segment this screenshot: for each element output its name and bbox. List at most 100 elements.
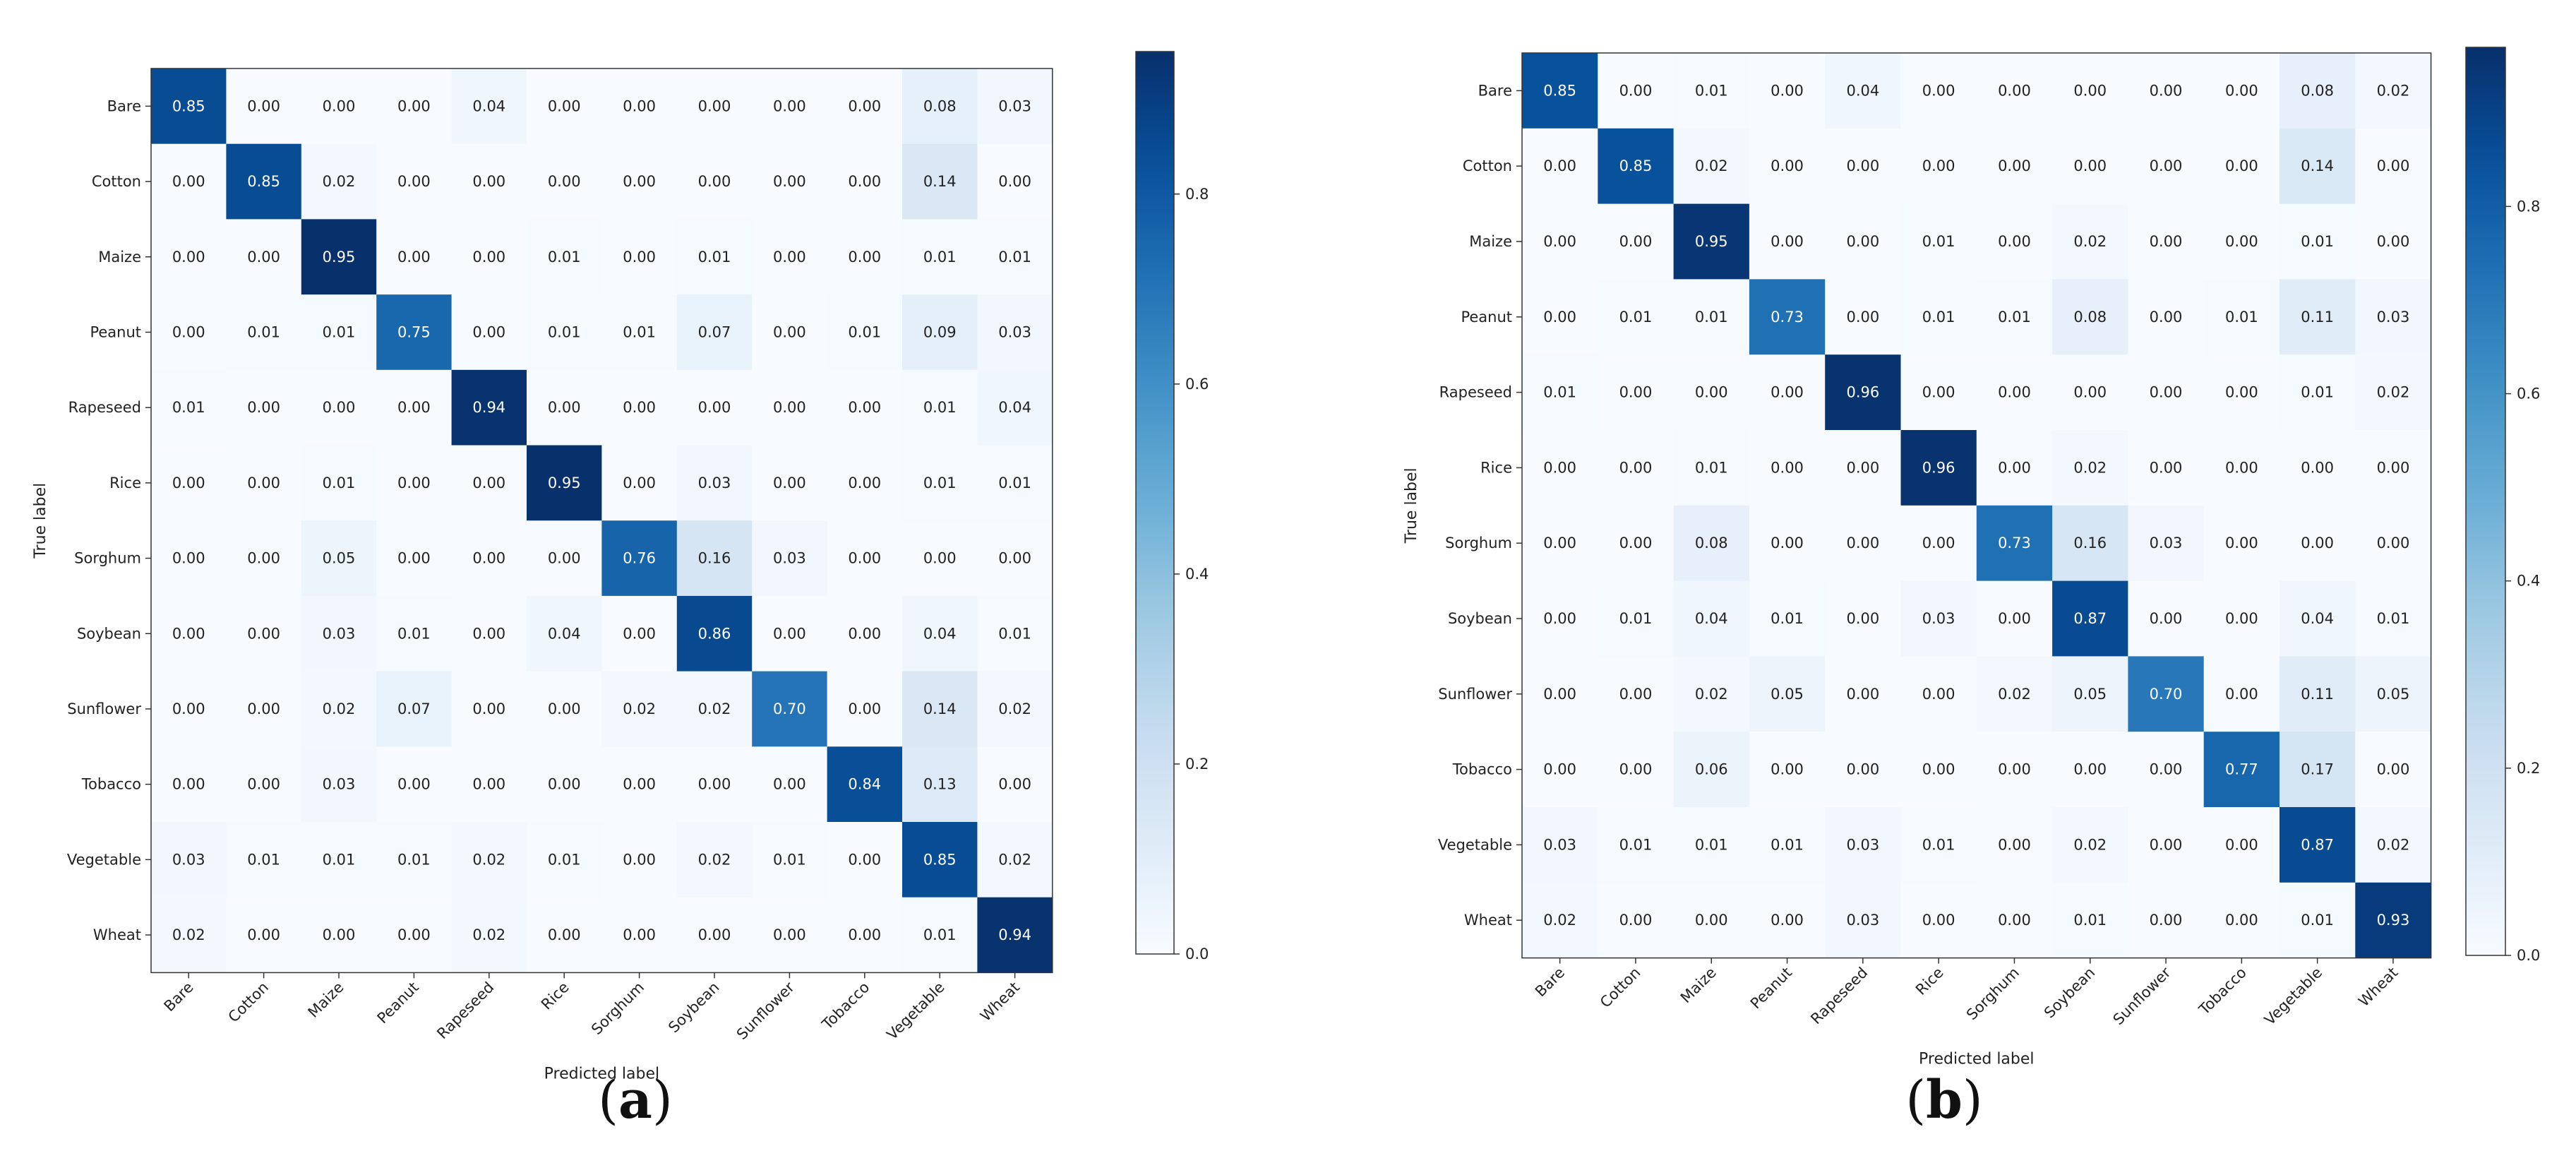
heatmap-cell (226, 143, 302, 220)
cell-value-label: 0.00 (2150, 384, 2183, 401)
cell-value-label: 0.00 (1846, 309, 1879, 326)
heatmap-cell (902, 369, 978, 446)
cell-value-label: 0.00 (623, 926, 656, 943)
heatmap-cell (1749, 279, 1826, 355)
heatmap-cell (2128, 53, 2205, 129)
heatmap-cell (376, 671, 453, 747)
heatmap-cell (301, 746, 377, 823)
cell-value-label: 0.00 (2377, 157, 2410, 174)
heatmap-cell (752, 822, 828, 898)
heatmap-cell (2203, 656, 2280, 732)
cell-value-label: 0.00 (623, 625, 656, 642)
cell-value-label: 0.00 (2073, 761, 2107, 778)
cell-value-label: 0.01 (2301, 233, 2334, 250)
cell-value-label: 0.03 (698, 475, 731, 491)
cell-value-label: 0.00 (773, 926, 806, 943)
cell-value-label: 0.00 (1922, 384, 1955, 401)
cell-value-label: 0.02 (1695, 157, 1728, 174)
cell-value-label: 0.02 (1998, 686, 2031, 703)
y-tick-label: Sunflower (1438, 686, 1512, 703)
heatmap-cell (1522, 53, 1598, 129)
cell-value-label: 0.00 (1771, 912, 1804, 929)
cell-value-label: 0.00 (1619, 912, 1653, 929)
cell-value-label: 0.00 (397, 97, 431, 114)
cell-value-label: 0.00 (1998, 912, 2031, 929)
y-axis-title: True label (1403, 467, 1420, 544)
x-tick-label: Tobacco (818, 979, 873, 1033)
heatmap-cell (451, 445, 527, 521)
y-axis-title: True label (32, 483, 49, 559)
heatmap-cell (752, 369, 828, 446)
colorbar (1135, 51, 1175, 955)
x-tick-label: Peanut (374, 979, 422, 1027)
heatmap-cell (902, 68, 978, 145)
cell-value-label: 0.95 (1695, 233, 1728, 250)
colorbar-tick-label: 0.8 (1185, 186, 1209, 203)
heatmap-cell (451, 671, 527, 747)
y-tick-label: Wheat (1464, 912, 1512, 929)
heatmap-cell (1673, 580, 1750, 657)
cell-value-label: 0.00 (1771, 459, 1804, 476)
heatmap-cell (151, 294, 227, 371)
cell-value-label: 0.02 (698, 851, 731, 868)
heatmap-cell (527, 746, 602, 823)
x-tick-label: Sunflower (733, 979, 798, 1043)
x-tick-label: Sunflower (2110, 964, 2174, 1028)
heatmap-cell (676, 219, 753, 295)
cell-value-label: 0.00 (1619, 761, 1653, 778)
heatmap-cell (301, 671, 377, 747)
x-tick-label: Sorghum (1963, 964, 2023, 1023)
cell-value-label: 0.00 (623, 97, 656, 114)
cell-value-label: 0.00 (1922, 82, 1955, 99)
heatmap-cell (451, 143, 527, 220)
heatmap-cell (527, 219, 602, 295)
y-tick-label: Soybean (1448, 610, 1512, 627)
cell-value-label: 0.02 (1695, 686, 1728, 703)
x-tick-label: Peanut (1747, 964, 1795, 1012)
cell-value-label: 0.02 (172, 926, 205, 943)
heatmap-cell (301, 822, 377, 898)
cell-value-label: 0.00 (848, 97, 881, 114)
heatmap-cell (1900, 505, 1977, 582)
heatmap-cell (601, 520, 678, 597)
cell-value-label: 0.04 (923, 625, 957, 642)
confusion-matrix-panel-a: 0.85 0.00 0.00 0.00 0.04 0.00 0.00 0.00 0.00 0.00… (32, 51, 1209, 1131)
heatmap-cell (2203, 203, 2280, 280)
heatmap-cell (902, 520, 978, 597)
heatmap-cell (1900, 732, 1977, 808)
cell-value-label: 0.07 (698, 323, 731, 340)
cell-value-label: 0.70 (773, 700, 806, 717)
heatmap-cell (977, 671, 1053, 747)
heatmap-cell (752, 897, 828, 973)
heatmap-cell (376, 294, 453, 371)
cell-value-label: 0.85 (247, 173, 280, 190)
cell-value-label: 0.04 (472, 97, 505, 114)
cell-value-label: 0.01 (1771, 610, 1804, 627)
heatmap-cell (301, 294, 377, 371)
heatmap-cell (752, 595, 828, 672)
heatmap-cell (601, 143, 678, 220)
cell-value-label: 0.00 (397, 399, 431, 416)
heatmap-cell (1825, 882, 1901, 959)
cell-value-label: 0.00 (848, 851, 881, 868)
heatmap-cell (1673, 203, 1750, 280)
cell-value-label: 0.00 (1846, 610, 1879, 627)
heatmap-cell (1749, 882, 1826, 959)
heatmap-cell (301, 143, 377, 220)
heatmap-cell (226, 897, 302, 973)
heatmap-cell (2203, 732, 2280, 808)
cell-value-label: 0.00 (1998, 233, 2031, 250)
heatmap-cell (2052, 580, 2128, 657)
cell-value-label: 0.00 (397, 249, 431, 266)
x-tick-label: Wheat (977, 979, 1023, 1025)
cell-value-label: 0.00 (1543, 157, 1576, 174)
heatmap-cell (151, 671, 227, 747)
cell-value-label: 0.84 (848, 776, 881, 793)
heatmap-cell (1522, 430, 1598, 506)
heatmap-cell (601, 369, 678, 446)
cell-value-label: 0.00 (848, 700, 881, 717)
heatmap-cell (2128, 656, 2205, 732)
cell-value-label: 0.03 (323, 776, 356, 793)
cell-value-label: 0.02 (2073, 836, 2107, 853)
heatmap-cell (1900, 807, 1977, 883)
